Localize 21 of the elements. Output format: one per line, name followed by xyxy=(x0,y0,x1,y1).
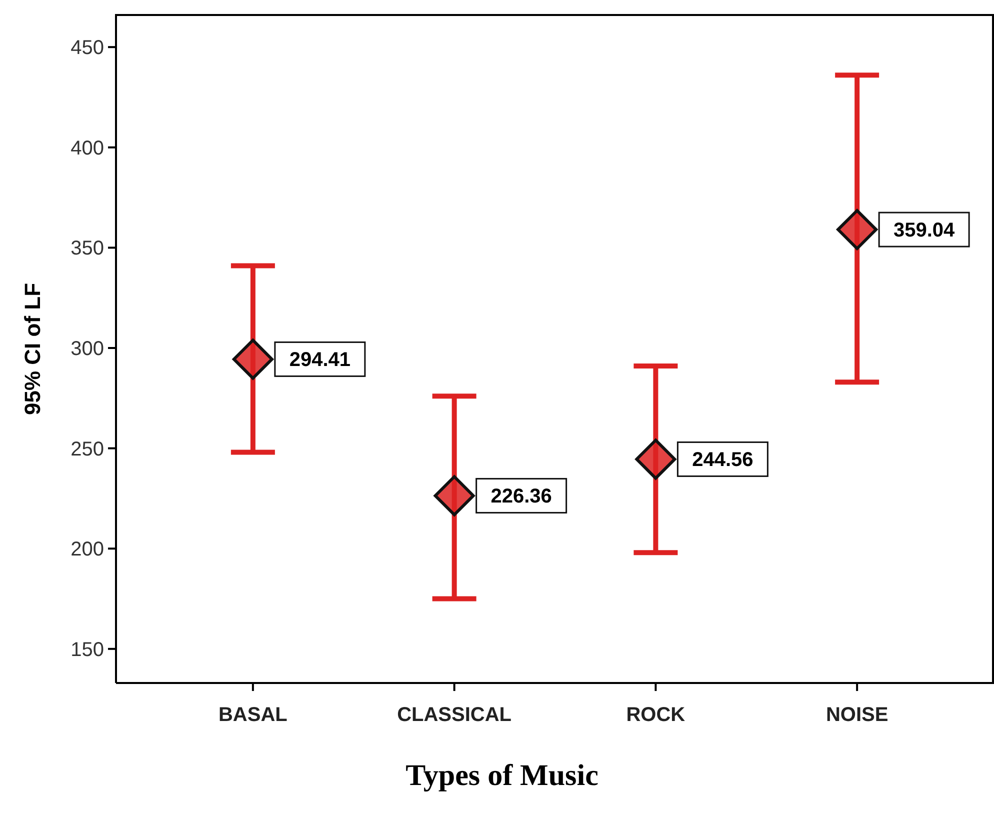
point xyxy=(434,475,475,516)
y-tick-label: 250 xyxy=(70,438,104,460)
y-tick-label: 400 xyxy=(70,137,104,160)
x-tick-label: ROCK xyxy=(626,704,686,726)
data-label: 244.56 xyxy=(692,449,754,472)
data-label: 294.41 xyxy=(289,349,351,372)
y-tick-label: 150 xyxy=(70,638,104,661)
point xyxy=(232,338,274,380)
x-tick-label: CLASSICAL xyxy=(397,704,512,726)
y-tick-label: 300 xyxy=(70,338,104,360)
y-axis-title: 95% CI of LF xyxy=(20,282,45,416)
x-axis-title: Types of Music xyxy=(406,759,598,792)
x-tick-label: BASAL xyxy=(218,704,288,726)
y-tick-label: 450 xyxy=(70,37,104,60)
data-label: 226.36 xyxy=(490,486,552,508)
y-tick-label: 350 xyxy=(70,238,104,260)
y-tick-label: 200 xyxy=(70,538,104,561)
point xyxy=(635,438,676,480)
point xyxy=(836,209,878,250)
x-tick-label: NOISE xyxy=(826,704,888,726)
data-label: 359.04 xyxy=(893,220,956,242)
